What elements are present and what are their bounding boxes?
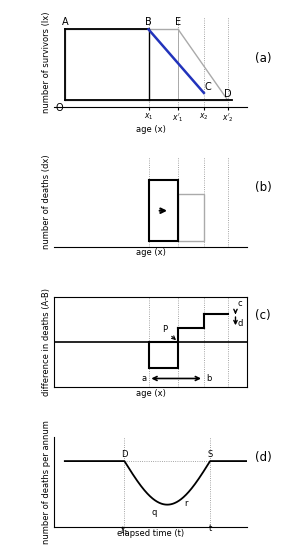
- Text: (d): (d): [255, 451, 271, 465]
- Text: (a): (a): [255, 52, 271, 65]
- Text: r: r: [184, 499, 188, 508]
- Text: E: E: [175, 17, 181, 27]
- Bar: [148, 180, 178, 241]
- X-axis label: elapsed time (t): elapsed time (t): [117, 529, 184, 538]
- Text: (c): (c): [255, 309, 270, 322]
- Text: D: D: [121, 450, 128, 458]
- Text: S: S: [207, 450, 213, 458]
- X-axis label: age (x): age (x): [136, 249, 165, 258]
- Y-axis label: number of deaths per annum: number of deaths per annum: [42, 420, 51, 544]
- Text: C: C: [205, 82, 212, 92]
- Y-axis label: difference in deaths (A-B): difference in deaths (A-B): [42, 288, 51, 396]
- Bar: [148, 342, 178, 368]
- Text: b: b: [206, 374, 211, 383]
- Text: P: P: [162, 325, 175, 339]
- Y-axis label: number of deaths (dx): number of deaths (dx): [42, 155, 51, 249]
- Text: D: D: [224, 89, 231, 99]
- Y-axis label: number of survivors (lx): number of survivors (lx): [42, 11, 51, 113]
- Text: O: O: [56, 103, 63, 113]
- Text: t: t: [209, 524, 212, 533]
- Text: $t_1$: $t_1$: [120, 524, 129, 537]
- Text: A: A: [62, 17, 69, 27]
- Text: d: d: [238, 320, 243, 329]
- Text: q: q: [151, 508, 157, 517]
- Text: c: c: [238, 299, 242, 308]
- Bar: [178, 194, 204, 241]
- Text: a: a: [142, 374, 147, 383]
- X-axis label: age (x): age (x): [136, 388, 165, 397]
- Text: B: B: [145, 17, 152, 27]
- X-axis label: age (x): age (x): [136, 125, 165, 134]
- Text: (b): (b): [255, 180, 271, 194]
